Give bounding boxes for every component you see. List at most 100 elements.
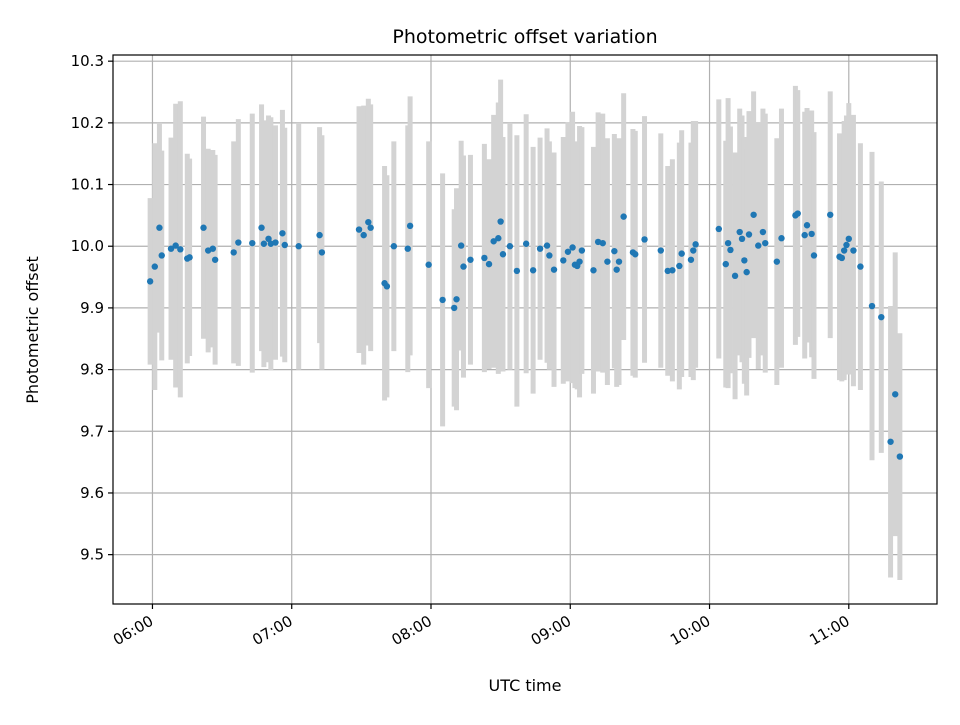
data-point bbox=[355, 226, 363, 233]
data-point bbox=[529, 267, 537, 274]
data-point bbox=[731, 272, 739, 280]
y-tick-label: 10.0 bbox=[71, 237, 104, 255]
data-point bbox=[676, 262, 683, 270]
data-point bbox=[404, 245, 411, 252]
data-point bbox=[151, 263, 158, 270]
data-point bbox=[892, 391, 899, 398]
data-point bbox=[620, 213, 627, 220]
data-point bbox=[457, 242, 465, 249]
data-point bbox=[460, 263, 467, 270]
data-point bbox=[281, 241, 288, 249]
data-point bbox=[794, 210, 801, 217]
x-axis-title: UTC time bbox=[489, 676, 562, 695]
data-point bbox=[722, 260, 729, 268]
data-point bbox=[235, 239, 242, 246]
data-point bbox=[878, 313, 885, 321]
data-point bbox=[495, 235, 502, 242]
data-point bbox=[550, 266, 558, 273]
data-point bbox=[569, 244, 576, 251]
y-tick-label: 9.7 bbox=[80, 422, 104, 440]
data-point bbox=[868, 302, 876, 310]
y-tick-label: 9.6 bbox=[80, 484, 104, 502]
data-point bbox=[687, 256, 695, 263]
data-point bbox=[743, 268, 750, 276]
x-tick-label: 07:00 bbox=[249, 612, 295, 649]
data-point bbox=[750, 211, 757, 218]
data-point bbox=[158, 252, 165, 259]
data-point bbox=[316, 231, 323, 239]
plot-frame bbox=[112, 54, 938, 605]
data-point bbox=[715, 225, 723, 233]
data-point bbox=[896, 453, 904, 460]
data-point bbox=[560, 257, 567, 264]
data-point bbox=[808, 230, 815, 238]
data-point bbox=[156, 224, 163, 231]
data-point bbox=[522, 240, 530, 247]
data-point bbox=[439, 296, 446, 304]
y-axis-title: Photometric offset bbox=[23, 256, 42, 404]
data-point bbox=[578, 247, 586, 254]
data-point bbox=[318, 249, 326, 256]
data-point bbox=[272, 239, 279, 246]
data-point bbox=[485, 260, 493, 268]
data-point bbox=[177, 246, 184, 253]
data-point bbox=[167, 245, 175, 252]
x-tick-label: 10:00 bbox=[667, 612, 713, 649]
data-point bbox=[390, 243, 398, 250]
data-point bbox=[669, 267, 676, 274]
data-point bbox=[727, 246, 734, 254]
data-point bbox=[736, 228, 743, 236]
chart-title: Photometric offset variation bbox=[392, 26, 657, 48]
y-tick-label: 9.8 bbox=[80, 361, 104, 379]
data-point bbox=[506, 243, 514, 250]
data-point bbox=[724, 239, 732, 247]
data-point bbox=[543, 242, 551, 249]
data-point bbox=[360, 231, 367, 239]
data-point bbox=[406, 222, 414, 230]
data-point bbox=[467, 256, 474, 263]
data-point bbox=[265, 235, 272, 243]
data-points bbox=[146, 210, 904, 460]
data-point bbox=[604, 258, 611, 265]
data-point bbox=[641, 236, 648, 243]
data-point bbox=[762, 239, 769, 247]
data-point bbox=[258, 224, 265, 231]
data-point bbox=[249, 239, 256, 247]
data-point bbox=[801, 231, 808, 239]
data-point bbox=[810, 252, 818, 259]
data-point bbox=[803, 222, 811, 229]
data-point bbox=[738, 235, 746, 243]
data-point bbox=[840, 247, 848, 254]
data-point bbox=[613, 266, 620, 273]
data-point bbox=[632, 251, 639, 258]
x-tick-label: 11:00 bbox=[806, 612, 852, 649]
data-point bbox=[657, 247, 664, 254]
data-point bbox=[850, 247, 857, 254]
data-point bbox=[564, 248, 572, 255]
data-point bbox=[576, 258, 583, 265]
data-point bbox=[260, 240, 268, 247]
y-tick-label: 10.3 bbox=[71, 52, 104, 70]
data-point bbox=[186, 254, 193, 261]
error-bars bbox=[147, 79, 903, 580]
data-point bbox=[678, 250, 685, 257]
data-point bbox=[211, 256, 219, 263]
x-tick-label: 06:00 bbox=[110, 612, 156, 649]
data-point bbox=[481, 254, 488, 262]
data-point bbox=[692, 241, 699, 248]
data-point bbox=[499, 251, 507, 258]
y-tick-label: 10.1 bbox=[71, 176, 104, 194]
data-point bbox=[690, 247, 697, 254]
data-point bbox=[759, 228, 767, 236]
data-point bbox=[611, 247, 618, 255]
data-point bbox=[365, 218, 372, 226]
data-point bbox=[425, 261, 432, 268]
data-point bbox=[741, 257, 748, 264]
data-point bbox=[230, 249, 237, 256]
data-point bbox=[536, 245, 544, 252]
data-point bbox=[615, 258, 623, 265]
data-point bbox=[546, 252, 553, 259]
data-point bbox=[755, 242, 762, 249]
